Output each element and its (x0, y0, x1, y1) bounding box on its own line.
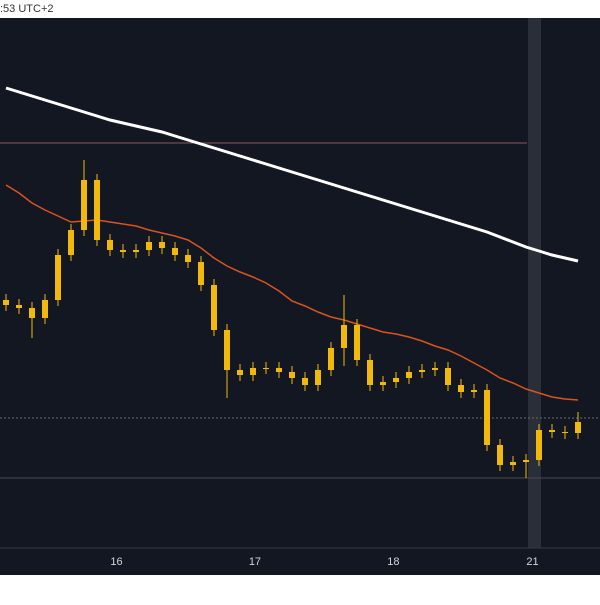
candle-body (94, 180, 100, 240)
candle-body (536, 430, 542, 460)
candle-body (211, 285, 217, 330)
candle-body (341, 325, 347, 348)
candle-body (445, 368, 451, 385)
moving-average (5, 184, 579, 401)
candle-body (185, 255, 191, 262)
moving-average (5, 86, 579, 263)
candle-body (406, 372, 412, 378)
candle-body (328, 348, 334, 370)
candle-body (523, 460, 529, 462)
candle-body (16, 305, 22, 308)
candle-body (497, 445, 503, 465)
candle-body (289, 372, 295, 378)
candle-body (302, 378, 308, 385)
candle-body (471, 390, 477, 392)
candle-body (68, 230, 74, 255)
candle-body (81, 180, 87, 230)
candle-body (55, 255, 61, 300)
candle-body (562, 432, 568, 433)
candle-body (120, 250, 126, 252)
candle-body (458, 385, 464, 392)
candle-body (432, 368, 438, 370)
candle-body (549, 430, 555, 432)
session-highlight (528, 18, 541, 548)
x-tick-label: 17 (249, 556, 261, 568)
x-tick-label: 16 (110, 556, 122, 568)
candle-body (250, 368, 256, 375)
candle-body (380, 382, 386, 385)
candle-body (237, 370, 243, 375)
x-tick-label: 21 (526, 556, 538, 568)
candle-body (276, 368, 282, 372)
candle-body (29, 308, 35, 318)
candle-body (263, 368, 269, 369)
candle-body (159, 242, 165, 248)
candle-body (172, 248, 178, 255)
candle-body (315, 370, 321, 385)
candle-body (42, 300, 48, 318)
candle-body (419, 370, 425, 372)
candle-body (484, 390, 490, 445)
x-tick-label: 18 (387, 556, 399, 568)
candle-body (133, 250, 139, 252)
candle-body (393, 378, 399, 382)
candle-body (224, 330, 230, 370)
candle-body (107, 240, 113, 250)
candle-body (367, 360, 373, 385)
candle-body (354, 325, 360, 360)
candle-body (146, 242, 152, 250)
candle-body (198, 262, 204, 285)
chart-title: :53 UTC+2 (0, 3, 54, 15)
candle-body (510, 462, 516, 465)
candle-body (3, 300, 9, 305)
plot-background (0, 18, 600, 575)
candle-body (575, 422, 581, 433)
